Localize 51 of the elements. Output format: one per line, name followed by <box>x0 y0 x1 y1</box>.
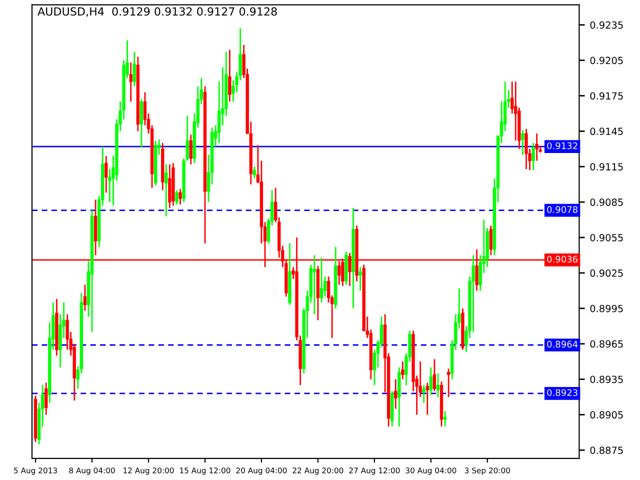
candlestick <box>443 410 447 428</box>
candlestick <box>140 98 144 148</box>
candlestick <box>535 132 538 162</box>
candlestick <box>422 384 426 404</box>
y-tick-label: 0.9055 <box>590 234 623 242</box>
candlestick <box>521 129 524 156</box>
candlestick <box>178 188 182 206</box>
y-tick-label: 0.9025 <box>590 269 623 277</box>
ref-line-label: 0.8964 <box>547 340 578 348</box>
candlestick <box>401 360 404 380</box>
ref-line-label: 0.9036 <box>547 256 578 263</box>
candlestick <box>132 51 136 87</box>
candlestick <box>164 164 168 217</box>
ref-line-label: 0.9132 <box>547 142 578 150</box>
y-tick-label: 0.9085 <box>590 198 623 206</box>
chart-title: AUDUSD,H4 0.9129 0.9132 0.9127 0.9128 <box>38 7 277 17</box>
candlestick <box>189 134 192 165</box>
candlestick <box>532 142 535 171</box>
candlestick <box>446 368 450 398</box>
candlestick <box>129 62 132 102</box>
y-tick-label: 0.9115 <box>590 163 623 170</box>
y-tick-label: 0.8995 <box>590 304 623 312</box>
y-tick-label: 0.8965 <box>590 340 623 348</box>
y-tick-label: 0.9205 <box>590 56 623 64</box>
candlestick <box>186 115 189 162</box>
y-tick-label: 0.8875 <box>590 446 623 454</box>
candlestick <box>432 358 436 392</box>
candlestick <box>44 382 48 416</box>
candlestick <box>358 266 362 292</box>
candlestick <box>426 382 429 416</box>
candlestick <box>312 254 316 315</box>
candlestick <box>524 128 528 170</box>
candlestick <box>429 366 433 396</box>
y-tick-label: 0.9175 <box>590 92 623 100</box>
candlestick <box>252 166 256 180</box>
candlestick <box>320 256 324 304</box>
y-tick-label: 0.9235 <box>590 21 623 29</box>
y-tick-label: 0.8905 <box>590 411 623 419</box>
candlestick <box>83 284 87 312</box>
ref-line-label: 0.9078 <box>547 206 578 213</box>
y-tick-label: 0.9145 <box>590 128 623 136</box>
candlestick <box>104 155 108 194</box>
candlestick <box>348 252 352 287</box>
candlestick <box>168 164 172 209</box>
ref-line-label: 0.8923 <box>547 389 578 396</box>
candlestick <box>228 48 232 102</box>
candlestick <box>489 225 493 256</box>
candlestick <box>436 372 440 398</box>
candlestick <box>175 190 178 206</box>
y-tick-label: 0.8935 <box>590 376 623 384</box>
candlestick <box>394 378 398 410</box>
